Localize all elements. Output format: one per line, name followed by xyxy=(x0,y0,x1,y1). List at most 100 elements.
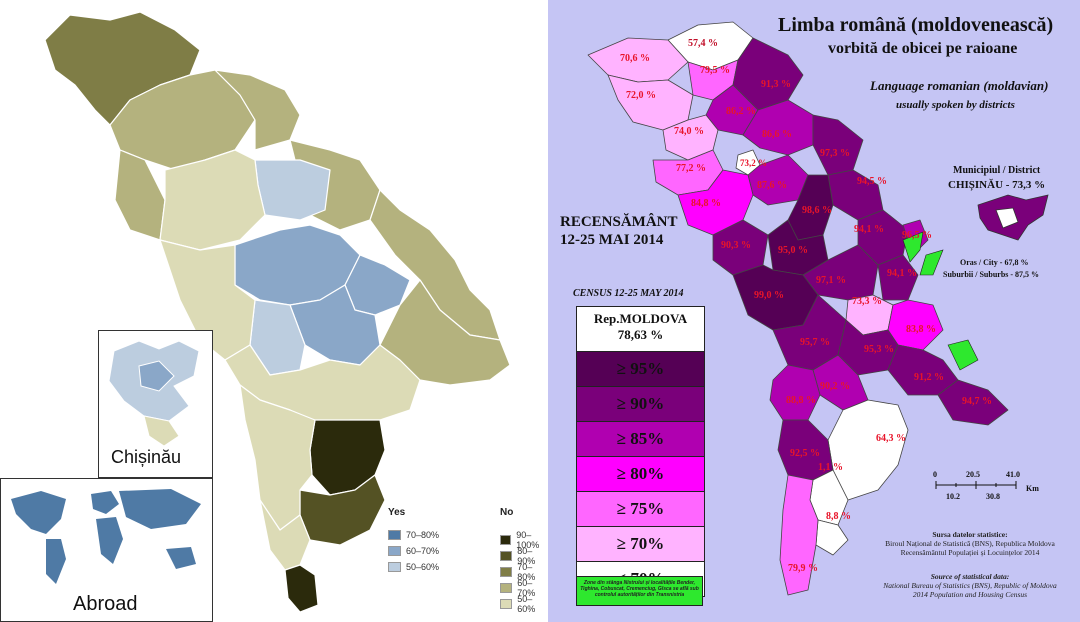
census-en: CENSUS 12-25 MAY 2014 xyxy=(573,288,684,299)
source-en-line2: 2014 Population and Housing Census xyxy=(912,590,1028,599)
district-area xyxy=(887,344,959,396)
map-title-en: Language romanian (moldavian) xyxy=(870,78,1049,93)
legend-yes-item: 70–80% xyxy=(388,530,439,540)
legend-label: 50–60% xyxy=(517,594,536,614)
source-title-en: Source of statistical data: xyxy=(930,572,1010,581)
suburbs-value: Suburbii / Suburbs - 87,5 % xyxy=(943,270,1040,279)
left-map-svg xyxy=(44,11,511,613)
district-label: 90,3 % xyxy=(721,240,751,251)
district-label: 1,1 % xyxy=(818,462,843,473)
legend-no-item: 80–90% xyxy=(500,546,548,566)
legend-row-label: ≥ 80% xyxy=(616,464,665,483)
district-label: 94,7 % xyxy=(962,396,992,407)
legend-swatch xyxy=(388,546,401,556)
scale-41: 41.0 xyxy=(1006,470,1020,479)
district-area xyxy=(607,74,694,131)
legend-swatch xyxy=(500,567,513,577)
district-area xyxy=(937,379,1009,426)
district-area xyxy=(779,474,819,596)
district-label: 70,6 % xyxy=(620,53,650,64)
district-label: 94,5 % xyxy=(857,176,887,187)
scale-10: 10.2 xyxy=(946,492,960,501)
chisinau-inset-map xyxy=(108,340,200,447)
district-label: 91,2 % xyxy=(914,372,944,383)
district-label: 86,2 % xyxy=(726,106,756,117)
scale-bar xyxy=(935,481,1017,489)
district-label: 83,8 % xyxy=(906,324,936,335)
district-area xyxy=(815,519,849,556)
source-ro-line2: Recensământul Populației și Locuințelor … xyxy=(900,548,1040,557)
district-label: 92,5 % xyxy=(790,448,820,459)
legend-header-line2: 78,63 % xyxy=(617,327,664,342)
legend-row-label: ≥ 95% xyxy=(616,359,665,378)
district-label: 72,0 % xyxy=(626,90,656,101)
map-subtitle-en: usually spoken by districts xyxy=(896,99,1015,111)
legend-header-line1: Rep.MOLDOVA xyxy=(593,311,688,326)
district-label: 90,2 % xyxy=(820,381,850,392)
district-label: 86,6 % xyxy=(762,129,792,140)
transnistria-area xyxy=(947,339,979,371)
region-south-20 xyxy=(284,564,319,613)
city-value: Oras / City - 67,8 % xyxy=(960,258,1029,267)
district-label: 97,1 % xyxy=(816,275,846,286)
legend-label: 50–60% xyxy=(406,562,440,572)
legend-no-item: 50–60% xyxy=(500,594,548,614)
legend-row: ≥ 75% xyxy=(577,491,704,526)
district-label: 87,6 % xyxy=(757,180,787,191)
legend-row-label: ≥ 75% xyxy=(616,499,665,518)
transnistria-note: Zone din stânga Nistrului și localitățil… xyxy=(576,576,703,606)
legend-swatch xyxy=(500,535,512,545)
district-label: 97,3 % xyxy=(820,148,850,159)
district-label: 84,8 % xyxy=(691,198,721,209)
legend-row: ≥ 85% xyxy=(577,421,704,456)
region-south-18 xyxy=(239,384,316,531)
legend-label: 60–70% xyxy=(406,546,440,556)
right-language-map: Limba română (moldovenească) vorbită de … xyxy=(548,0,1080,622)
district-label: 73,3 % xyxy=(852,296,882,307)
district-label: 98,6 % xyxy=(802,205,832,216)
district-label: 88,8 % xyxy=(786,395,816,406)
census-ro-line2: 12-25 MAI 2014 xyxy=(560,232,664,248)
legend-no-title: No xyxy=(500,507,514,518)
census-ro-line1: RECENSĂMÂNT xyxy=(560,214,678,230)
map-title-ro: Limba română (moldovenească) xyxy=(778,14,1054,36)
legend-row-label: ≥ 90% xyxy=(616,394,665,413)
chisinau-inset: Chișinău xyxy=(98,330,213,478)
district-area xyxy=(677,169,754,236)
district-area xyxy=(877,254,919,301)
district-label: 94,1 % xyxy=(887,268,917,279)
district-area xyxy=(812,114,864,176)
legend-yes-item: 60–70% xyxy=(388,546,439,556)
region-center-11 xyxy=(289,284,381,366)
source-ro-line1: Biroul Național de Statistică (BNS), Rep… xyxy=(885,539,1055,548)
legend-swatch xyxy=(500,551,513,561)
district-label: 73,2 % xyxy=(740,158,767,168)
district-label: 8,8 % xyxy=(826,511,851,522)
legend-label: 80–90% xyxy=(517,546,536,566)
district-label: 99,0 % xyxy=(754,290,784,301)
legend-header: Rep.MOLDOVA 78,63 % xyxy=(577,307,704,351)
source-en: Source of statistical data: National Bur… xyxy=(870,572,1070,599)
legend-no-item: 60–70% xyxy=(500,578,548,598)
district-label: 57,4 % xyxy=(688,38,718,49)
district-label: 96,5 % xyxy=(902,230,932,241)
district-area xyxy=(742,99,814,156)
district-label: 79,5 % xyxy=(700,65,730,76)
district-label: 64,3 % xyxy=(876,433,906,444)
world-map xyxy=(11,489,201,584)
transnistria-area xyxy=(902,231,924,263)
legend-swatch xyxy=(388,562,401,572)
chisinau-label: Chișinău xyxy=(111,447,182,467)
legend-yes-item: 50–60% xyxy=(388,562,439,572)
source-en-line1: National Bureau of Statistics (BNS), Rep… xyxy=(883,581,1057,590)
legend-row-label: ≥ 70% xyxy=(616,534,665,553)
scale-0: 0 xyxy=(933,470,937,479)
right-map-svg xyxy=(587,21,1049,596)
language-legend: Rep.MOLDOVA 78,63 % ≥ 95% ≥ 90% ≥ 85% ≥ … xyxy=(576,306,705,597)
legend-no-item: 70–80% xyxy=(500,562,548,582)
legend-row-label: ≥ 85% xyxy=(616,429,665,448)
legend-label: 70–80% xyxy=(406,530,440,540)
legend-yes-title: Yes xyxy=(388,507,406,518)
legend-label: 70–80% xyxy=(517,562,536,582)
district-label: 74,0 % xyxy=(674,126,704,137)
